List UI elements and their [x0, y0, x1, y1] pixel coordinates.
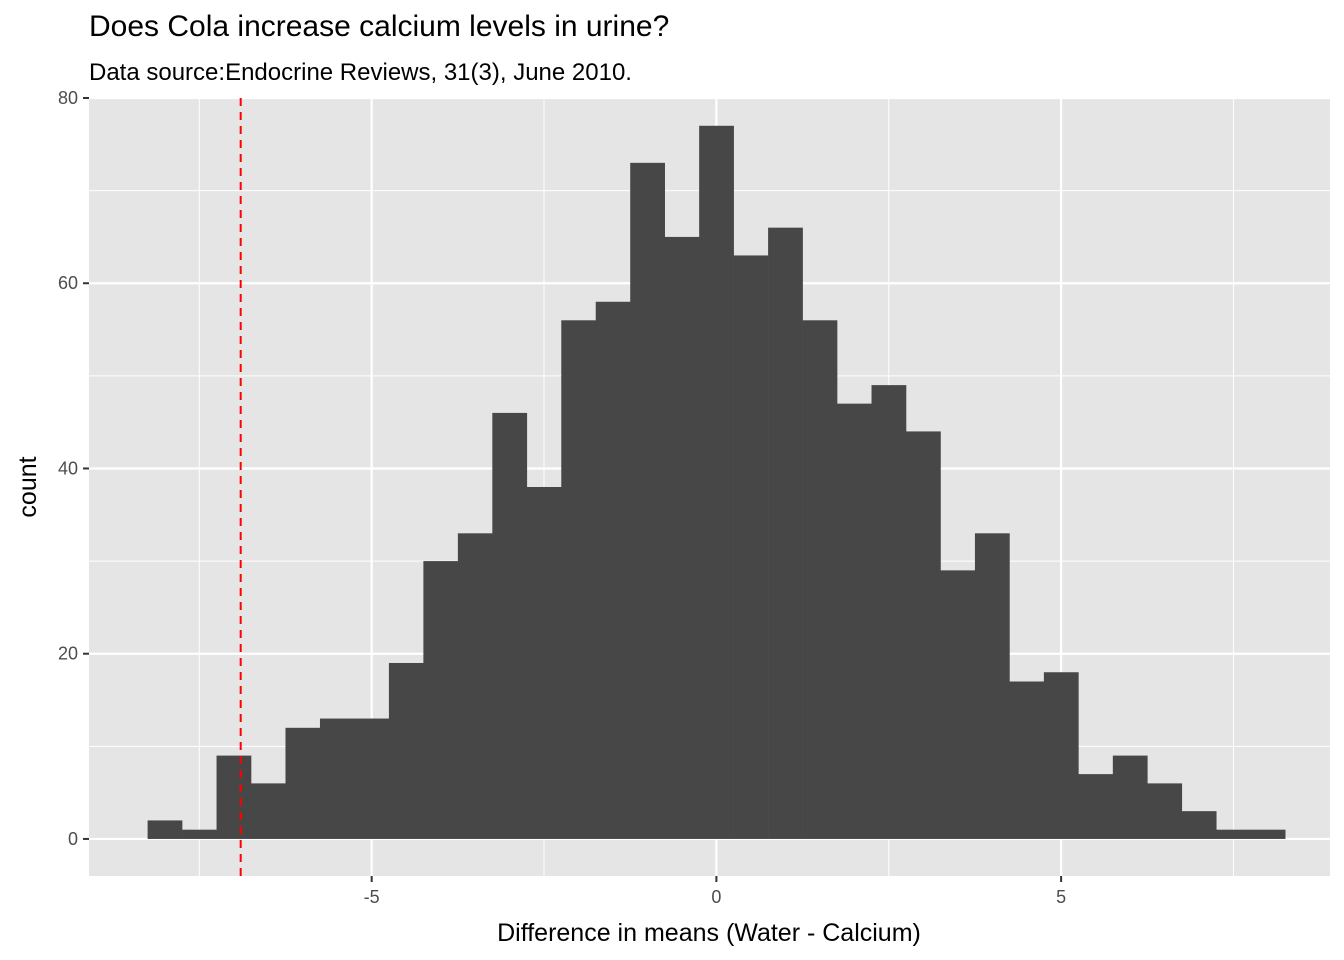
- histogram-bar: [1250, 829, 1286, 839]
- histogram-bar: [630, 162, 665, 839]
- histogram-bar: [1216, 829, 1252, 839]
- histogram-bar: [1181, 811, 1217, 839]
- chart-title: Does Cola increase calcium levels in uri…: [89, 10, 670, 43]
- histogram-bar: [837, 403, 872, 839]
- histogram-bar: [871, 385, 907, 839]
- histogram-bar: [492, 412, 528, 839]
- histogram-bar: [905, 431, 941, 839]
- histogram-bar: [699, 125, 734, 839]
- y-tick-label: 60: [58, 273, 78, 293]
- histogram-bar: [595, 301, 631, 839]
- histogram-bar: [664, 236, 700, 839]
- x-tick-label: -5: [364, 887, 380, 907]
- histogram-bar: [147, 820, 183, 839]
- histogram-bar: [1078, 774, 1114, 839]
- histogram-bar: [285, 727, 321, 839]
- histogram-bar: [733, 255, 769, 839]
- histogram-bar: [1043, 672, 1079, 839]
- y-tick-label: 20: [58, 644, 78, 664]
- y-tick-label: 40: [58, 458, 78, 478]
- histogram-bar: [526, 487, 562, 839]
- chart-subtitle: Data source:Endocrine Reviews, 31(3), Ju…: [89, 59, 632, 86]
- histogram-bar: [1009, 681, 1045, 839]
- histogram-bar: [561, 320, 597, 839]
- histogram-bar: [216, 755, 252, 839]
- histogram-bar: [423, 561, 459, 839]
- x-tick-label: 0: [711, 887, 721, 907]
- histogram-bar: [940, 570, 976, 839]
- histogram-bar: [768, 227, 803, 839]
- x-axis: -5 0 5: [364, 876, 1066, 907]
- histogram-bar: [1147, 783, 1183, 839]
- x-tick-label: 5: [1056, 887, 1066, 907]
- y-axis-title: count: [14, 456, 42, 517]
- histogram-bar: [354, 718, 390, 839]
- y-tick-label: 80: [58, 88, 78, 108]
- histogram-bar: [974, 533, 1010, 839]
- x-axis-title: Difference in means (Water - Calcium): [497, 919, 921, 947]
- histogram-bar: [182, 829, 217, 839]
- histogram-bar: [1112, 755, 1148, 839]
- histogram-bar: [319, 718, 355, 839]
- y-axis: 0 20 40 60 80: [58, 88, 89, 849]
- histogram-bar: [457, 533, 493, 839]
- histogram-bar: [251, 783, 286, 839]
- histogram-bars: [147, 125, 1286, 839]
- histogram-bar: [802, 320, 838, 839]
- y-tick-label: 0: [68, 829, 78, 849]
- histogram-bar: [388, 662, 424, 839]
